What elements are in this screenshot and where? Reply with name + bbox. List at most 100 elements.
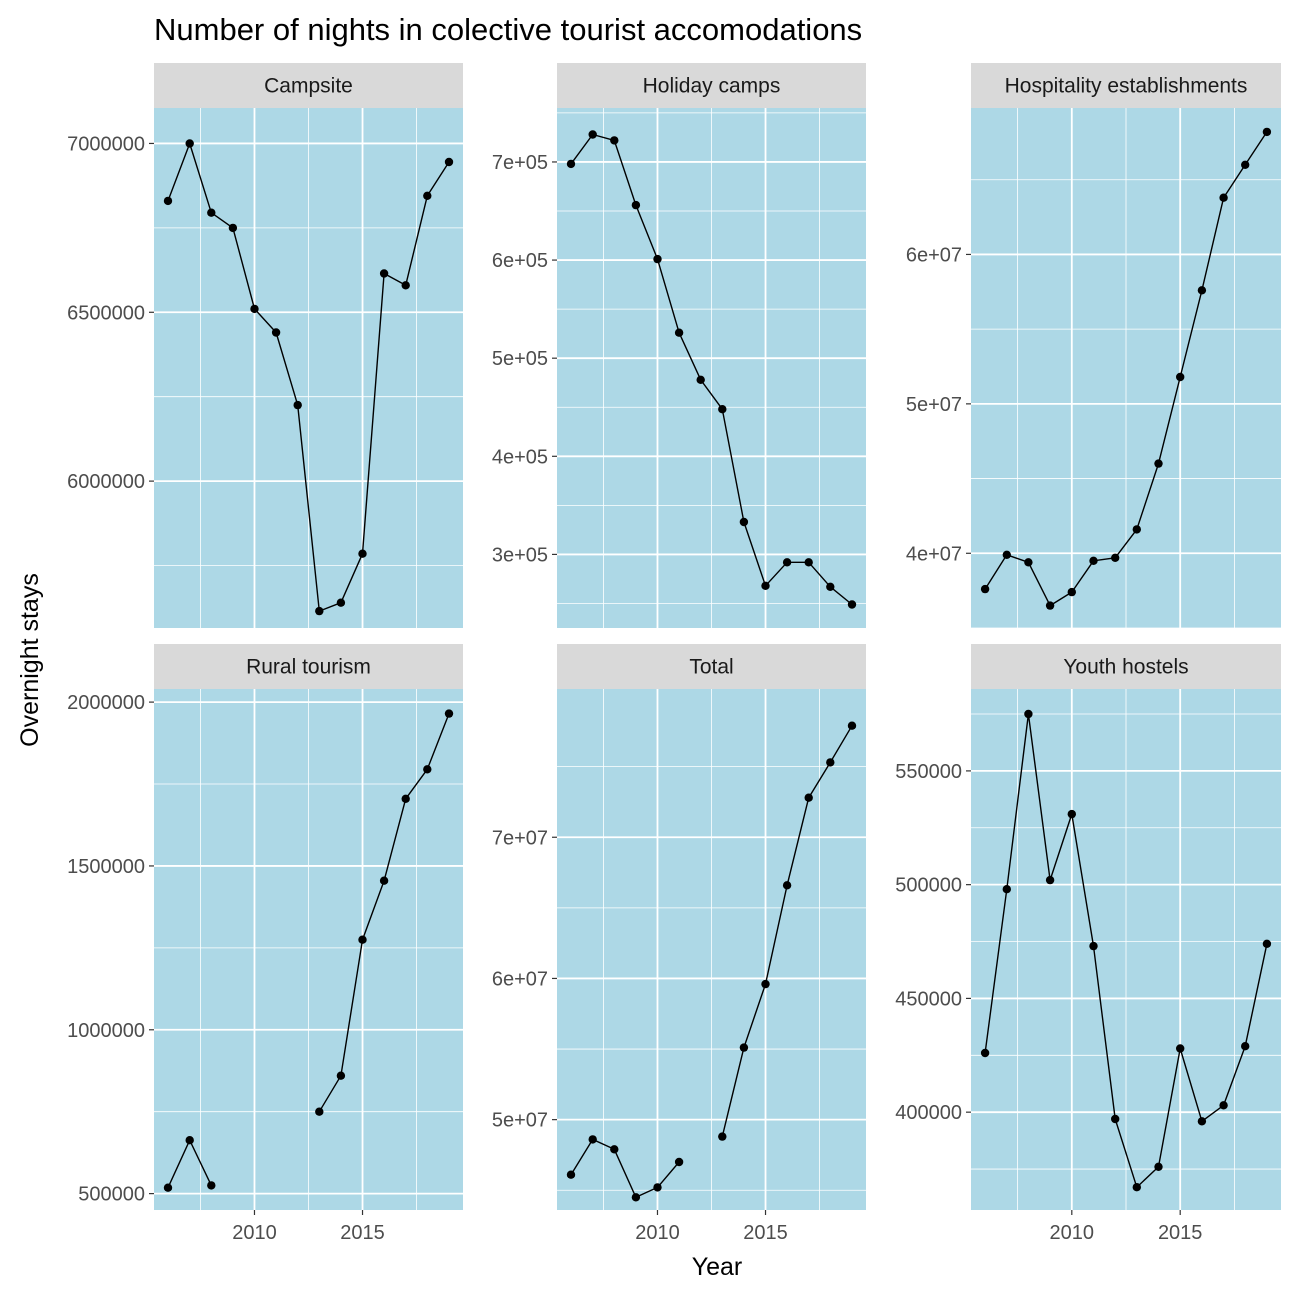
facet-campsite: Campsite 6000000 6500000 7000000 xyxy=(67,63,463,628)
y-tick-label: 4e+07 xyxy=(906,543,962,565)
series-points xyxy=(163,139,454,616)
data-point xyxy=(980,1048,990,1058)
facet-strip-label: Hospitality establishments xyxy=(1005,75,1248,98)
data-point xyxy=(1045,875,1055,885)
data-point xyxy=(804,558,813,567)
facet-strip xyxy=(557,644,866,689)
facet-strip-label: Youth hostels xyxy=(1063,656,1188,679)
x-tick-label: 2015 xyxy=(340,1222,385,1244)
data-point xyxy=(1067,587,1077,597)
line-segment xyxy=(984,713,1268,1188)
facet-rural-tourism: Rural tourism 500000 1000000 1500000 2000000… xyxy=(67,644,463,1244)
data-point xyxy=(696,375,705,384)
data-point xyxy=(718,405,727,414)
data-point xyxy=(228,223,238,233)
data-point xyxy=(1111,553,1120,562)
x-tick-label: 2015 xyxy=(743,1222,788,1244)
y-tick-label: 5e+07 xyxy=(492,1110,548,1132)
y-tick-label: 6e+05 xyxy=(492,250,548,272)
data-point xyxy=(588,130,597,139)
data-point xyxy=(1241,1042,1250,1051)
data-point xyxy=(847,721,857,730)
data-point xyxy=(423,191,432,200)
y-tick-label: 1500000 xyxy=(67,856,145,878)
y-tick-label: 500000 xyxy=(78,1184,145,1206)
y-tick-label: 7000000 xyxy=(67,133,145,155)
line-segment xyxy=(570,1138,680,1199)
series-line xyxy=(984,713,1268,1188)
series-line xyxy=(984,131,1268,607)
data-point xyxy=(1111,1114,1120,1124)
data-point xyxy=(315,1107,324,1116)
data-point xyxy=(1024,709,1033,719)
data-point xyxy=(610,1145,619,1154)
data-point xyxy=(401,794,410,803)
gridlines xyxy=(557,108,866,628)
y-tick-label: 5e+07 xyxy=(906,394,962,416)
data-point xyxy=(444,709,454,718)
data-point xyxy=(566,1170,576,1179)
gridlines xyxy=(154,108,463,628)
facet-strip-label: Total xyxy=(689,656,733,679)
data-point xyxy=(1219,193,1228,202)
y-tick-label: 2000000 xyxy=(67,692,145,714)
x-tick-label: 2010 xyxy=(635,1222,680,1244)
y-tick-label: 7e+07 xyxy=(492,827,548,849)
series-points xyxy=(980,127,1272,610)
data-point xyxy=(1197,1117,1207,1126)
y-tick-label: 500000 xyxy=(895,875,962,897)
data-point xyxy=(610,136,619,145)
data-point xyxy=(804,793,813,802)
data-point xyxy=(826,758,835,767)
data-point xyxy=(423,765,432,774)
y-tick-label: 450000 xyxy=(895,988,962,1010)
data-point xyxy=(358,549,367,558)
data-point xyxy=(782,881,792,890)
y-tick-label: 6e+07 xyxy=(906,244,962,266)
facet-strip xyxy=(971,644,1281,689)
chart-title: Number of nights in colective tourist ac… xyxy=(154,12,862,47)
data-point xyxy=(566,159,576,169)
x-tick-label: 2015 xyxy=(1158,1222,1203,1244)
data-point xyxy=(1219,1101,1228,1110)
data-point xyxy=(739,1043,749,1052)
data-point xyxy=(847,600,857,609)
data-point xyxy=(336,1071,346,1080)
y-tick-label: 6e+07 xyxy=(492,968,548,990)
series-points xyxy=(566,130,857,609)
data-point xyxy=(1002,550,1011,559)
data-point xyxy=(379,876,389,885)
data-point xyxy=(980,584,990,594)
data-point xyxy=(653,1183,662,1192)
data-point xyxy=(761,581,770,590)
data-point xyxy=(271,328,281,337)
facet-hospitality-establishments: Hospitality establishments 4e+07 5e+07 6e+0… xyxy=(906,63,1281,628)
facet-strip xyxy=(971,63,1281,108)
data-point xyxy=(588,1135,597,1144)
data-point xyxy=(1089,941,1098,951)
line-segment xyxy=(984,131,1268,607)
y-tick-label: 6000000 xyxy=(67,471,145,493)
facet-youth-hostels: Youth hostels 400000 450000 500000 550000 201… xyxy=(895,644,1281,1244)
x-tick-label: 2010 xyxy=(1050,1222,1095,1244)
data-point xyxy=(401,281,410,290)
data-point xyxy=(826,582,835,591)
data-point xyxy=(653,254,662,264)
data-point xyxy=(379,269,389,278)
y-tick-label: 3e+05 xyxy=(492,544,548,566)
gridlines xyxy=(154,689,463,1210)
data-point xyxy=(163,1183,173,1192)
data-point xyxy=(1176,372,1185,382)
facet-strip-label: Holiday camps xyxy=(643,75,781,98)
y-tick-label: 1000000 xyxy=(67,1020,145,1042)
data-point xyxy=(1132,1183,1142,1192)
data-point xyxy=(1089,556,1098,565)
x-tick-label: 2010 xyxy=(232,1222,277,1244)
y-tick-label: 550000 xyxy=(895,761,962,783)
data-point xyxy=(1262,939,1272,948)
data-point xyxy=(336,598,346,607)
series-points xyxy=(980,709,1272,1192)
series-points xyxy=(163,709,454,1192)
data-point xyxy=(358,935,367,944)
